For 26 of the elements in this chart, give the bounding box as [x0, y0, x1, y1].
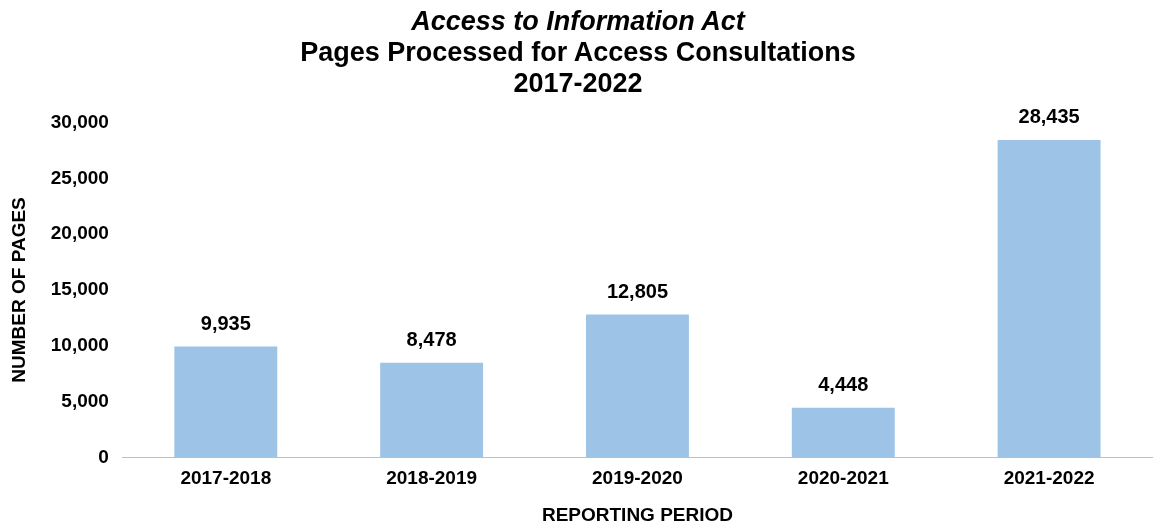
y-tick-label: 25,000: [50, 166, 109, 188]
x-tick-label: 2021-2022: [1003, 467, 1095, 489]
y-tick-label: 0: [98, 445, 109, 467]
bar: [586, 314, 689, 458]
y-axis-title: NUMBER OF PAGES: [7, 197, 29, 383]
data-label: 4,448: [818, 373, 869, 396]
bar: [380, 362, 484, 458]
bar: [791, 407, 895, 458]
chart-title: Access to Information Act: [410, 5, 746, 36]
y-tick-label: 15,000: [50, 278, 109, 300]
y-tick-label: 10,000: [50, 334, 109, 355]
y-tick-label: 20,000: [50, 222, 109, 244]
x-axis-title: REPORTING PERIOD: [541, 503, 733, 525]
data-label: 12,805: [606, 279, 669, 302]
data-label: 28,435: [1018, 105, 1080, 128]
y-tick-label: 30,000: [50, 110, 109, 132]
x-tick-label: 2017-2018: [180, 467, 272, 489]
chart-subtitle: Pages Processed for Access Consultations 2017-2022: [300, 37, 856, 99]
x-tick-label: 2020-2021: [797, 467, 890, 489]
bar: [997, 139, 1101, 458]
x-tick-label: 2019-2020: [592, 467, 683, 489]
data-label: 8,478: [406, 328, 457, 351]
y-tick-label: 5,000: [61, 389, 109, 411]
bar: [174, 346, 278, 458]
data-label: 9,935: [200, 312, 251, 335]
x-tick-label: 2018-2019: [386, 467, 478, 489]
